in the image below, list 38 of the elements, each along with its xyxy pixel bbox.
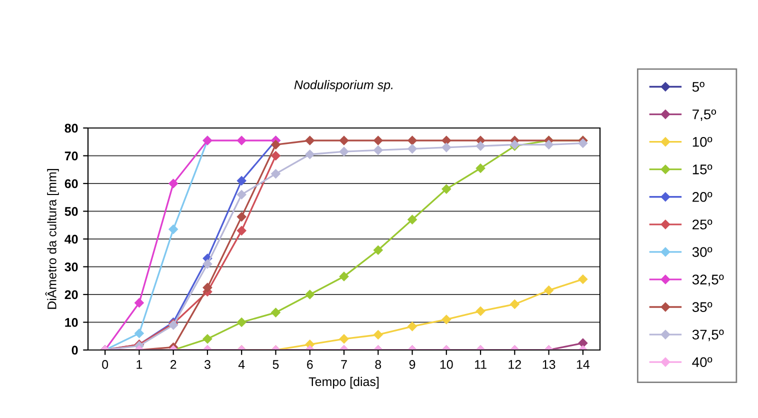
y-axis-title: DiÂmetro da cultura [mm]	[45, 169, 59, 309]
legend-label: 20º	[692, 192, 712, 202]
x-tick-label: 14	[576, 360, 590, 369]
y-tick-label: 60	[64, 179, 78, 188]
y-tick-label: 30	[64, 262, 78, 272]
legend-label: 10º	[692, 136, 712, 147]
legend-label: 7,5º	[692, 109, 716, 121]
chart-title: Nodulisporium sp.	[294, 80, 392, 92]
x-tick-label: 11	[474, 360, 486, 369]
y-tick-label: 70	[64, 152, 78, 160]
legend-label: 5º	[692, 82, 704, 92]
legend-label: 37,5º	[692, 330, 724, 342]
legend-label: 30º	[692, 247, 712, 257]
y-tick-label: 20	[64, 290, 78, 300]
x-tick-label: 1	[136, 360, 142, 369]
x-tick-label: 8	[375, 360, 382, 369]
y-tick-label: 10	[65, 318, 78, 327]
x-axis-title: Tempo [dias]	[308, 376, 379, 389]
x-tick-label: 2	[170, 360, 176, 369]
x-tick-label: 0	[102, 360, 108, 369]
y-tick-label: 0	[72, 346, 78, 355]
x-tick-label: 12	[508, 360, 521, 369]
legend-label: 35º	[692, 302, 712, 312]
y-tick-label: 40	[64, 234, 78, 244]
y-tick-label: 50	[64, 207, 78, 216]
x-tick-label: 3	[204, 360, 210, 369]
legend-label: 40º	[692, 357, 712, 368]
x-tick-label: 9	[409, 360, 416, 369]
legend-label: 32,5º	[692, 274, 724, 286]
legend-label: 15º	[692, 164, 712, 174]
x-tick-label: 10	[440, 360, 453, 369]
x-tick-label: 5	[272, 360, 279, 369]
x-tick-label: 6	[307, 360, 313, 369]
x-tick-label: 4	[238, 360, 245, 369]
x-tick-label: 13	[542, 360, 556, 369]
y-tick-label: 80	[64, 124, 78, 133]
x-tick-label: 7	[341, 360, 347, 369]
legend-label: 25º	[692, 220, 712, 230]
